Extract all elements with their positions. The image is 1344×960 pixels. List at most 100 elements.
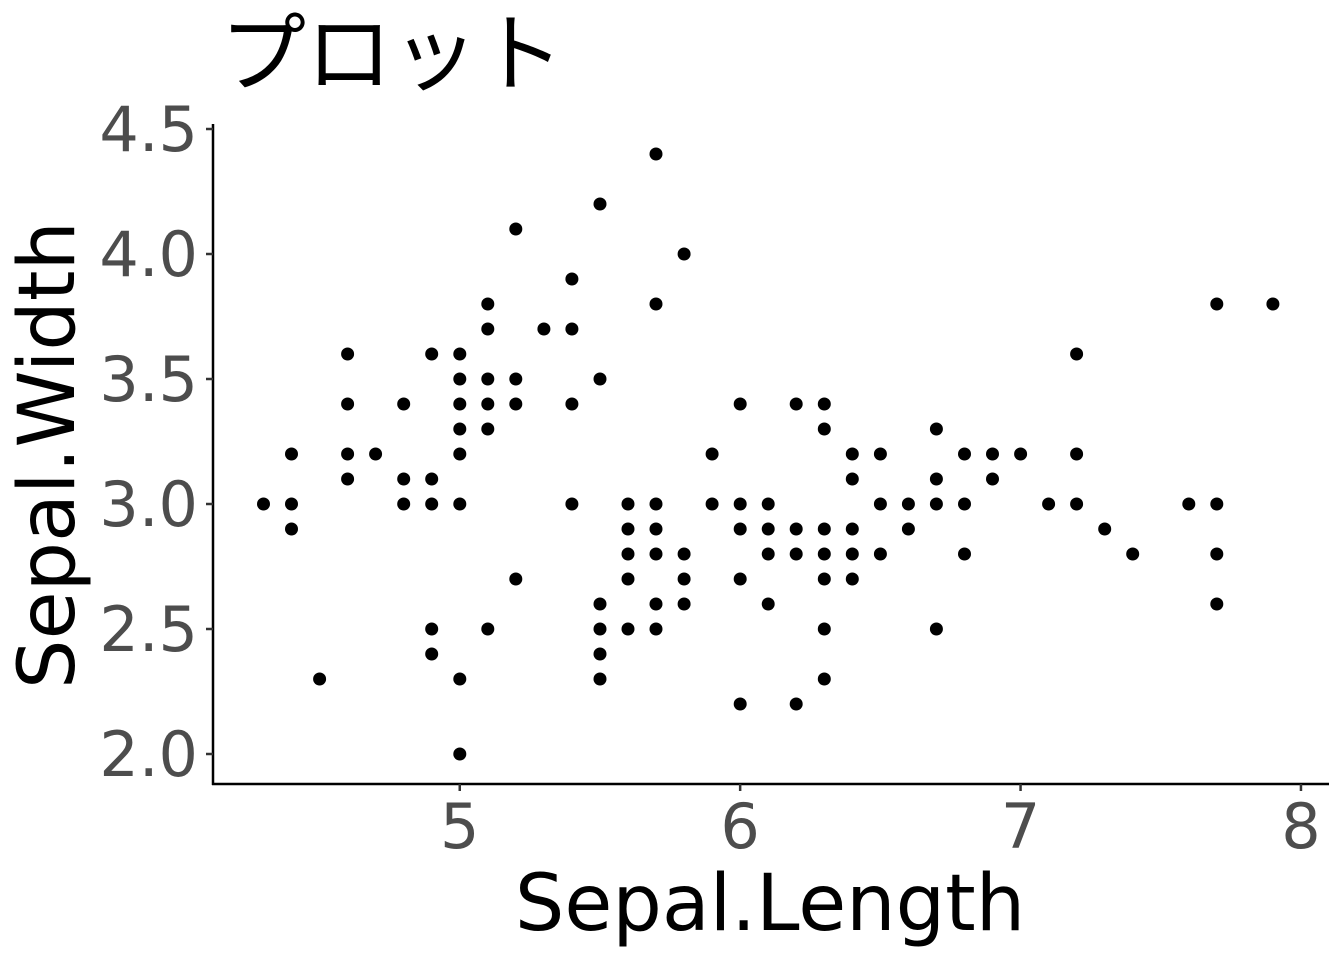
data-point [593, 622, 607, 636]
data-point [453, 347, 467, 361]
data-point [733, 572, 747, 586]
data-point [341, 472, 355, 486]
data-point [845, 547, 859, 561]
data-point [425, 347, 439, 361]
data-point [958, 497, 971, 511]
data-point [958, 547, 971, 561]
data-point [425, 647, 439, 661]
data-point [453, 497, 467, 511]
data-point [761, 547, 775, 561]
data-point [425, 472, 439, 486]
data-point [705, 497, 719, 511]
data-point [1042, 497, 1056, 511]
x-axis-ticks: 5 6 7 8 [440, 784, 1321, 863]
data-point [341, 397, 355, 411]
data-point [733, 397, 747, 411]
data-point [733, 497, 747, 511]
y-axis-title: Sepal.Width [3, 221, 93, 689]
data-point [481, 397, 495, 411]
data-point [817, 622, 831, 636]
data-point [929, 497, 943, 511]
data-point [509, 222, 523, 236]
data-point [986, 447, 999, 461]
y-tick-label: 2.0 [99, 718, 198, 791]
data-point [453, 397, 467, 411]
y-tick-label: 4.0 [99, 218, 198, 291]
x-tick-label: 7 [1001, 790, 1040, 863]
data-point [257, 497, 270, 511]
data-point [593, 372, 607, 386]
data-point [845, 447, 859, 461]
data-point [649, 497, 663, 511]
data-point [677, 547, 691, 561]
x-axis-title: Sepal.Length [515, 859, 1025, 949]
data-point [873, 547, 887, 561]
data-point [565, 497, 579, 511]
data-point [1126, 547, 1140, 561]
y-tick-label: 3.0 [99, 468, 198, 541]
data-point [313, 672, 327, 686]
data-point [481, 322, 495, 336]
data-point [1210, 497, 1224, 511]
y-axis-ticks: 2.0 2.5 3.0 3.5 4.0 4.5 [99, 93, 213, 791]
data-point [649, 622, 663, 636]
data-point [817, 522, 831, 536]
data-point [593, 597, 607, 611]
data-point [593, 672, 607, 686]
points-layer [257, 147, 1280, 761]
data-point [481, 297, 495, 311]
data-point [1070, 447, 1084, 461]
y-tick-label: 4.5 [99, 93, 198, 166]
data-point [929, 472, 943, 486]
data-point [873, 497, 887, 511]
data-point [705, 447, 719, 461]
y-tick-label: 3.5 [99, 343, 198, 416]
data-point [677, 247, 691, 261]
data-point [733, 522, 747, 536]
data-point [397, 397, 411, 411]
data-point [453, 447, 467, 461]
data-point [761, 522, 775, 536]
data-point [341, 347, 355, 361]
data-point [621, 622, 635, 636]
data-point [453, 747, 467, 761]
data-point [817, 547, 831, 561]
data-point [285, 497, 298, 511]
data-point [929, 622, 943, 636]
data-point [565, 397, 579, 411]
data-point [621, 522, 635, 536]
data-point [481, 372, 495, 386]
data-point [649, 147, 663, 161]
data-point [453, 372, 467, 386]
data-point [761, 497, 775, 511]
data-point [425, 497, 439, 511]
data-point [789, 397, 803, 411]
data-point [453, 672, 467, 686]
data-point [481, 622, 495, 636]
data-point [425, 622, 439, 636]
data-point [481, 422, 495, 436]
x-tick-label: 5 [440, 790, 479, 863]
data-point [397, 472, 411, 486]
data-point [1014, 447, 1028, 461]
data-point [929, 422, 943, 436]
data-point [341, 447, 355, 461]
data-point [621, 572, 635, 586]
data-point [1210, 597, 1224, 611]
data-point [901, 497, 915, 511]
data-point [958, 447, 971, 461]
data-point [621, 547, 635, 561]
data-point [1266, 297, 1280, 311]
data-point [1210, 297, 1224, 311]
data-point [733, 697, 747, 711]
data-point [509, 572, 523, 586]
data-point [789, 697, 803, 711]
data-point [1182, 497, 1196, 511]
data-point [509, 372, 523, 386]
data-point [621, 497, 635, 511]
data-point [817, 422, 831, 436]
data-point [677, 597, 691, 611]
data-point [817, 572, 831, 586]
data-point [649, 597, 663, 611]
data-point [537, 322, 551, 336]
